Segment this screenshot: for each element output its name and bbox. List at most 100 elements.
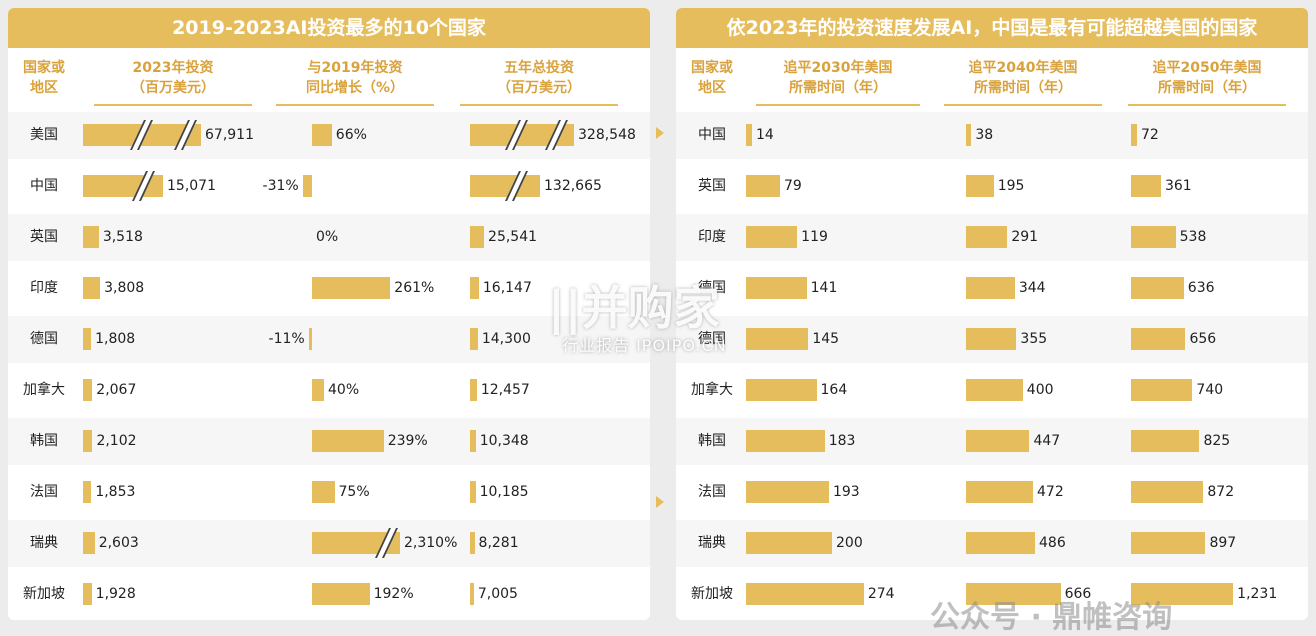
data-bar <box>1131 379 1193 401</box>
data-bar <box>470 175 540 197</box>
data-bar <box>746 124 753 146</box>
country-label: 德国 <box>30 331 58 347</box>
column-header-line: 2023年投资 <box>132 60 214 76</box>
value-label: 145 <box>812 331 840 347</box>
data-bar <box>746 430 825 452</box>
value-label: 40% <box>328 382 360 398</box>
row-header-line: 地区 <box>30 80 58 96</box>
column-header: 追平2050年美国 所需时间（年） <box>1122 58 1292 100</box>
country-label: 中国 <box>698 127 726 143</box>
data-bar <box>83 379 93 401</box>
data-bar <box>746 583 864 605</box>
value-label: 7,005 <box>477 586 518 602</box>
data-bar <box>966 430 1030 452</box>
data-bar <box>966 328 1017 350</box>
country-label: 美国 <box>30 127 58 143</box>
value-label: 344 <box>1018 280 1046 296</box>
data-bar <box>83 226 99 248</box>
column-header-line: 追平2030年美国 <box>783 60 893 76</box>
value-label: 3,518 <box>102 229 143 245</box>
value-label: 361 <box>1164 178 1192 194</box>
header-underline <box>94 104 252 106</box>
value-label: 72 <box>1140 127 1159 143</box>
data-bar <box>83 532 95 554</box>
value-label: 12,457 <box>480 382 530 398</box>
value-label: 183 <box>828 433 856 449</box>
value-label: 132,665 <box>544 178 602 194</box>
data-bar <box>312 583 370 605</box>
data-bar <box>1131 277 1184 299</box>
value-label: 141 <box>810 280 838 296</box>
data-bar <box>470 430 476 452</box>
value-label: 274 <box>867 586 895 602</box>
data-bar <box>470 226 485 248</box>
data-bar <box>1131 532 1206 554</box>
data-bar <box>1131 430 1200 452</box>
data-bar <box>966 532 1035 554</box>
row-header-line: 国家或 <box>691 60 733 76</box>
value-label: 2,603 <box>98 535 139 551</box>
row-header: 国家或 地区 <box>14 58 74 100</box>
country-label: 英国 <box>698 178 726 194</box>
data-bar <box>966 481 1034 503</box>
data-bar <box>966 124 972 146</box>
value-label: 872 <box>1207 484 1235 500</box>
data-bar <box>83 328 92 350</box>
data-bar <box>83 583 92 605</box>
value-label: 38 <box>975 127 994 143</box>
data-bar <box>470 277 479 299</box>
column-header: 追平2040年美国 所需时间（年） <box>938 58 1108 100</box>
column-header: 追平2030年美国 所需时间（年） <box>750 58 926 100</box>
row-background <box>8 316 650 363</box>
column-header-line: 与2019年投资 <box>307 60 403 76</box>
country-label: 德国 <box>698 331 726 347</box>
value-label: 666 <box>1064 586 1092 602</box>
value-label: 400 <box>1026 382 1054 398</box>
data-bar <box>746 328 809 350</box>
country-label: 中国 <box>30 178 58 194</box>
column-header-line: 所需时间（年） <box>974 80 1072 96</box>
right-chart-title: 依2023年的投资速度发展AI，中国是最有可能超越美国的国家 <box>676 8 1308 48</box>
data-bar <box>312 124 332 146</box>
value-label: 825 <box>1203 433 1231 449</box>
country-label: 英国 <box>30 229 58 245</box>
data-bar <box>302 175 312 197</box>
value-label: 16,147 <box>482 280 532 296</box>
value-label: 10,185 <box>479 484 529 500</box>
value-label: 897 <box>1209 535 1237 551</box>
data-bar <box>966 583 1061 605</box>
country-label: 法国 <box>30 484 58 500</box>
value-label: 3,808 <box>104 280 145 296</box>
data-bar <box>312 481 335 503</box>
value-label: 261% <box>394 280 435 296</box>
value-label: 486 <box>1039 535 1066 551</box>
value-label: 79 <box>783 178 802 194</box>
value-label: 472 <box>1037 484 1064 500</box>
row-background <box>8 214 650 261</box>
country-label: 韩国 <box>698 433 726 449</box>
country-label: 韩国 <box>30 433 58 449</box>
value-label: 636 <box>1187 280 1215 296</box>
value-label: 192% <box>373 586 414 602</box>
country-label: 加拿大 <box>23 382 65 398</box>
value-label: -11% <box>268 331 305 347</box>
country-label: 印度 <box>698 229 726 245</box>
value-label: 355 <box>1020 331 1048 347</box>
header-underline <box>756 104 920 106</box>
value-label: 1,808 <box>95 331 136 347</box>
value-label: 291 <box>1011 229 1039 245</box>
data-bar <box>470 532 475 554</box>
data-bar <box>746 481 829 503</box>
data-bar <box>966 277 1015 299</box>
data-bar <box>312 430 384 452</box>
value-label: 75% <box>338 484 370 500</box>
arrow-right-icon <box>656 496 664 508</box>
value-label: 8,281 <box>478 535 519 551</box>
data-bar <box>83 430 93 452</box>
country-label: 瑞典 <box>698 535 726 551</box>
data-bar <box>966 379 1023 401</box>
data-bar <box>1131 226 1176 248</box>
value-label: 2,310% <box>404 535 458 551</box>
column-header-line: （百万美元） <box>131 80 215 96</box>
value-label: 195 <box>997 178 1025 194</box>
